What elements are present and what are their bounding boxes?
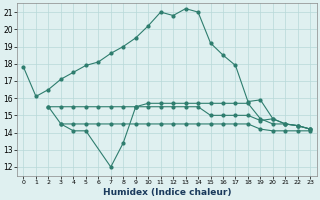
- X-axis label: Humidex (Indice chaleur): Humidex (Indice chaleur): [103, 188, 231, 197]
